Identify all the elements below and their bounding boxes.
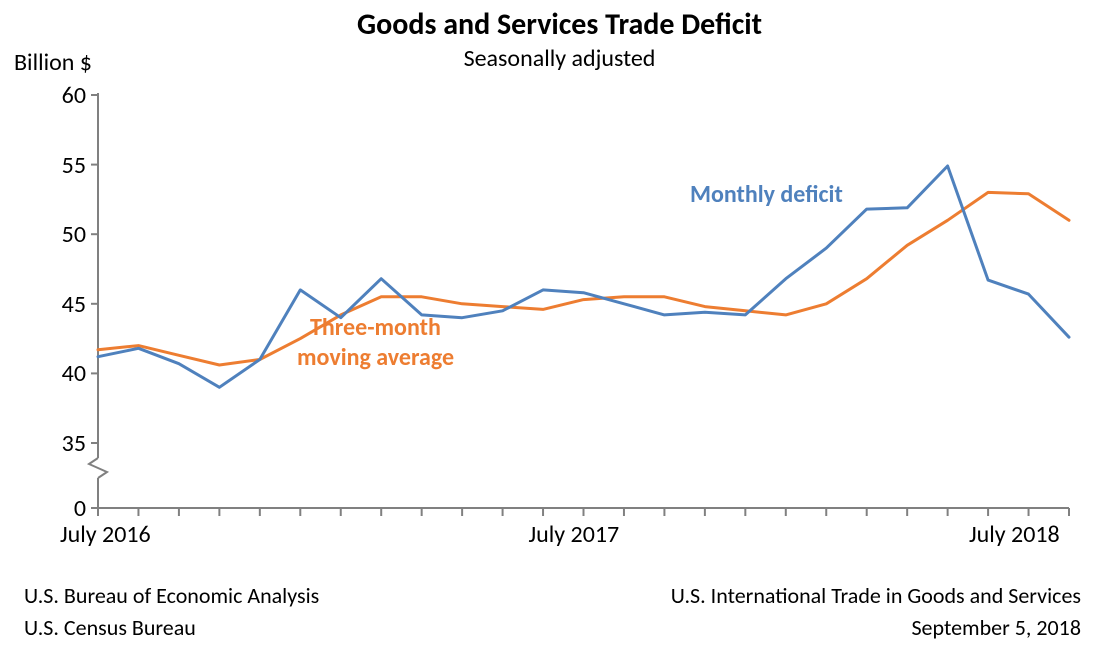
- x-tick-label: July 2018: [969, 520, 1060, 549]
- chart-container: Goods and Services Trade Deficit Seasona…: [0, 0, 1119, 666]
- y-tick-label: 45: [0, 290, 86, 319]
- x-tick-label: July 2016: [60, 520, 151, 549]
- y-tick-label: 0: [0, 494, 86, 523]
- line-monthly-deficit: [98, 166, 1069, 387]
- chart-svg: [0, 0, 1119, 666]
- source-left-2: U.S. Census Bureau: [24, 614, 196, 641]
- source-right-2: September 5, 2018: [911, 614, 1081, 641]
- y-tick-label: 50: [0, 220, 86, 249]
- y-tick-label: 35: [0, 429, 86, 458]
- source-right-1: U.S. International Trade in Goods and Se…: [671, 582, 1081, 609]
- y-tick-label: 55: [0, 151, 86, 180]
- line-three-month-avg: [98, 192, 1069, 365]
- x-tick-label: July 2017: [529, 520, 620, 549]
- series-label-avg-line1: Three-month: [310, 313, 441, 342]
- y-tick-label: 40: [0, 359, 86, 388]
- source-left-1: U.S. Bureau of Economic Analysis: [24, 582, 319, 609]
- series-label-avg-line2: moving average: [297, 343, 454, 372]
- y-tick-label: 60: [0, 81, 86, 110]
- series-label-monthly: Monthly deficit: [690, 180, 843, 209]
